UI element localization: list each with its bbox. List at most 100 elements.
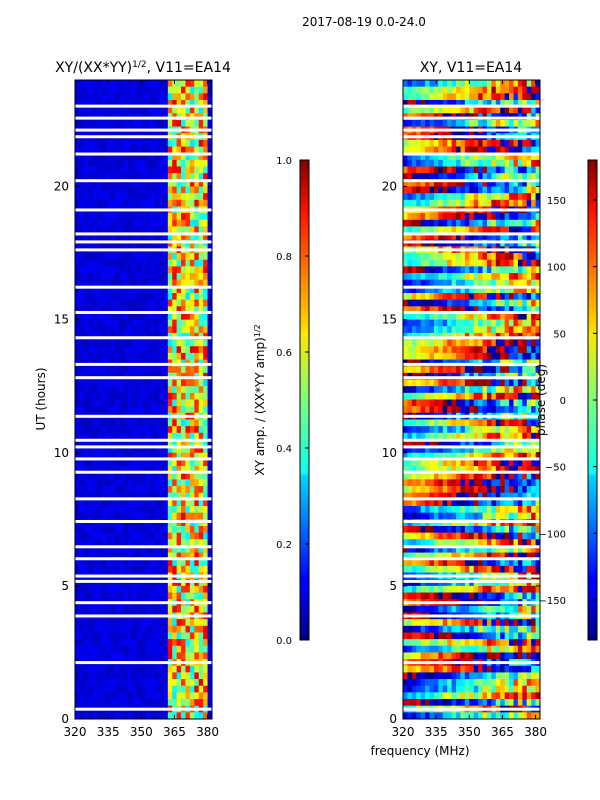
heatmap-cell (154, 233, 160, 241)
heatmap-cell (136, 559, 142, 567)
heatmap-cell (167, 452, 173, 460)
heatmap-cell (88, 472, 93, 480)
heatmap-cell (526, 459, 532, 467)
heatmap-cell (119, 306, 124, 314)
heatmap-cell (105, 459, 111, 467)
heatmap-cell (123, 319, 129, 327)
heatmap-cell (456, 146, 461, 154)
heatmap-cell (123, 253, 129, 261)
heatmap-cell (181, 532, 186, 540)
heatmap-cell (92, 352, 98, 360)
heatmap-cell (114, 565, 120, 573)
heatmap-cell (194, 312, 200, 320)
heatmap-cell (416, 299, 421, 307)
heatmap-cell (451, 319, 457, 327)
heatmap-cell (403, 352, 408, 360)
heatmap-cell (531, 306, 536, 314)
heatmap-cell (97, 665, 102, 673)
heatmap-cell (154, 446, 160, 454)
heatmap-cell (154, 253, 160, 261)
heatmap-cell (172, 273, 177, 280)
heatmap-cell (420, 386, 426, 394)
flagged-time-gap (75, 208, 212, 212)
heatmap-cell (464, 259, 470, 267)
heatmap-cell (154, 392, 160, 400)
heatmap-cell (83, 199, 89, 207)
heatmap-cell (114, 665, 120, 673)
heatmap-cell (88, 565, 93, 573)
heatmap-cell (97, 293, 102, 300)
heatmap-cell (495, 466, 501, 474)
heatmap-cell (97, 592, 102, 600)
heatmap-cell (486, 459, 492, 467)
heatmap-cell (132, 639, 138, 647)
heatmap-cell (97, 532, 102, 540)
heatmap-cell (167, 685, 173, 693)
heatmap-cell (447, 293, 452, 300)
heatmap-cell (88, 299, 93, 307)
heatmap-cell (92, 406, 98, 414)
heatmap-cell (425, 319, 430, 327)
heatmap-cell (132, 299, 138, 307)
heatmap-cell (101, 166, 107, 174)
heatmap-cell (83, 319, 89, 327)
heatmap-cell (176, 672, 182, 680)
heatmap-cell (97, 119, 102, 127)
heatmap-cell (504, 346, 510, 354)
heatmap-cell (158, 259, 164, 267)
heatmap-cell (75, 525, 80, 533)
heatmap-cell (460, 472, 466, 480)
heatmap-cell (141, 199, 147, 207)
heatmap-cell (132, 86, 138, 94)
heatmap-cell (526, 326, 532, 334)
heatmap-cell (79, 106, 85, 114)
heatmap-cell (114, 99, 120, 107)
heatmap-cell (176, 552, 182, 560)
heatmap-cell (509, 153, 514, 161)
heatmap-cell (464, 446, 470, 454)
heatmap-cell (411, 193, 417, 201)
heatmap-cell (185, 619, 191, 627)
heatmap-cell (469, 159, 475, 167)
heatmap-cell (105, 179, 111, 187)
heatmap-cell (75, 492, 80, 500)
heatmap-cell (101, 532, 107, 540)
heatmap-cell (172, 339, 177, 347)
heatmap-cell (119, 432, 124, 440)
heatmap-cell (132, 119, 138, 127)
heatmap-cell (176, 273, 182, 280)
heatmap-cell (447, 86, 452, 94)
heatmap-cell (123, 692, 129, 700)
heatmap-cell (136, 619, 142, 627)
heatmap-cell (123, 352, 129, 360)
heatmap-cell (478, 266, 483, 274)
heatmap-cell (198, 293, 204, 300)
heatmap-cell (176, 699, 182, 706)
heatmap-cell (411, 466, 417, 474)
heatmap-cell (429, 406, 435, 414)
heatmap-cell (172, 279, 177, 287)
heatmap-cell (438, 379, 444, 387)
heatmap-cell (154, 139, 160, 147)
heatmap-cell (438, 306, 444, 314)
heatmap-cell (198, 685, 204, 693)
heatmap-cell (429, 352, 435, 360)
heatmap-cell (163, 539, 169, 547)
heatmap-cell (194, 319, 200, 327)
heatmap-cell (456, 93, 461, 101)
heatmap-cell (203, 565, 208, 573)
heatmap-cell (513, 266, 519, 274)
heatmap-cell (478, 406, 483, 414)
heatmap-cell (123, 459, 129, 467)
heatmap-cell (194, 545, 200, 553)
heatmap-cell (442, 166, 448, 174)
heatmap-cell (75, 319, 80, 327)
heatmap-cell (185, 139, 191, 147)
heatmap-cell (123, 532, 129, 540)
heatmap-cell (464, 339, 470, 347)
heatmap-cell (207, 312, 213, 320)
heatmap-cell (158, 312, 164, 320)
heatmap-cell (167, 213, 173, 221)
heatmap-cell (416, 452, 421, 460)
heatmap-cell (158, 166, 164, 174)
